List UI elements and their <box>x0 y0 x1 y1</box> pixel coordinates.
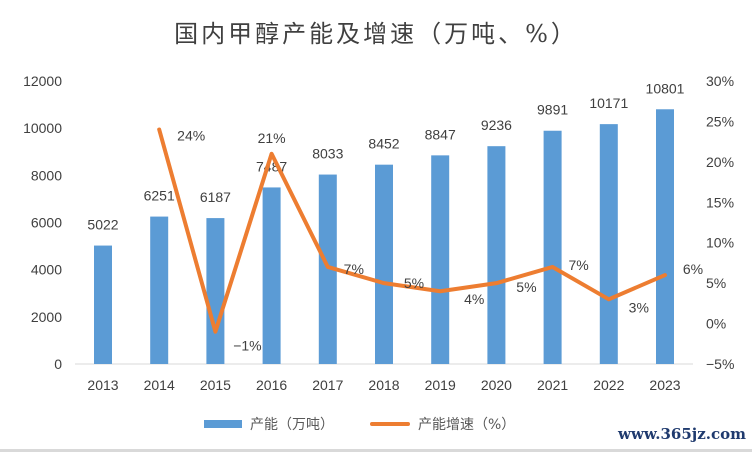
line-data-label: 6% <box>683 261 703 277</box>
x-tick-label: 2022 <box>593 377 624 393</box>
line-data-label: 5% <box>516 279 536 295</box>
bar <box>94 245 112 364</box>
x-tick-label: 2013 <box>87 377 118 393</box>
y-right-tick-label: −5% <box>706 356 734 372</box>
legend-label: 产能增速（%） <box>418 417 516 433</box>
legend-swatch-line <box>370 422 410 426</box>
bar <box>262 187 281 364</box>
bar-data-label: 6251 <box>144 188 175 204</box>
bar-data-label: 6187 <box>200 189 231 205</box>
growth-line <box>157 127 667 334</box>
bar <box>543 130 562 364</box>
bar <box>487 146 506 364</box>
y-right-tick-label: 15% <box>706 194 734 210</box>
line-data-label: 24% <box>177 128 205 144</box>
line-data-label: 21% <box>258 130 286 146</box>
x-tick-label: 2020 <box>481 377 512 393</box>
y-right-tick-label: 5% <box>706 275 726 291</box>
bar-data-label: 9236 <box>481 117 512 133</box>
y-left-tick-label: 8000 <box>31 167 62 183</box>
watermark: www.365jz.com <box>618 425 746 443</box>
y-left-tick-label: 10000 <box>23 120 62 136</box>
bar <box>150 216 169 364</box>
y-left-tick-label: 0 <box>54 356 62 372</box>
bar <box>431 155 450 364</box>
line-data-label: 3% <box>629 299 649 315</box>
x-tick-label: 2017 <box>312 377 343 393</box>
legend-swatch-bar <box>204 420 242 428</box>
bar <box>375 164 393 364</box>
bar-data-label: 8847 <box>425 126 456 142</box>
y-left-tick-label: 4000 <box>31 262 62 278</box>
x-tick-label: 2021 <box>537 377 568 393</box>
legend-item-capacity: 产能（万吨） <box>204 414 334 434</box>
legend: 产能（万吨） 产能增速（%） <box>204 414 551 434</box>
y-left-tick-label: 2000 <box>31 309 62 325</box>
y-right-tick-label: 25% <box>706 113 734 129</box>
bar <box>318 174 337 364</box>
bar-data-label: 8033 <box>312 146 343 162</box>
bar-data-label: 10801 <box>646 80 685 96</box>
y-right-tick-label: 10% <box>706 235 734 251</box>
x-tick-label: 2019 <box>425 377 456 393</box>
y-right-tick-label: 20% <box>706 154 734 170</box>
y-left-tick-label: 6000 <box>31 215 62 231</box>
bar <box>206 218 225 364</box>
y-left-tick-label: 12000 <box>23 73 62 89</box>
bar-data-label: 10171 <box>589 95 628 111</box>
line-data-label: 7% <box>568 257 588 273</box>
line-data-label: 5% <box>404 275 424 291</box>
x-tick-label: 2016 <box>256 377 287 393</box>
legend-item-growth: 产能增速（%） <box>370 414 515 434</box>
x-tick-label: 2018 <box>368 377 399 393</box>
line-data-label: −1% <box>233 338 261 354</box>
y-right-tick-label: 0% <box>706 316 726 332</box>
legend-label: 产能（万吨） <box>250 417 334 433</box>
x-tick-label: 2014 <box>144 377 175 393</box>
bar <box>656 109 674 364</box>
y-right-tick-label: 30% <box>706 73 734 89</box>
line-data-label: 7% <box>344 261 364 277</box>
x-tick-label: 2023 <box>649 377 680 393</box>
x-tick-label: 2015 <box>200 377 231 393</box>
bar-data-label: 5022 <box>87 217 118 233</box>
bar <box>599 124 618 365</box>
bar-data-label: 9891 <box>537 102 568 118</box>
bar-data-label: 8452 <box>368 136 399 152</box>
chart-title: 国内甲醇产能及增速（万吨、%） <box>174 20 578 48</box>
line-data-label: 4% <box>464 291 484 307</box>
